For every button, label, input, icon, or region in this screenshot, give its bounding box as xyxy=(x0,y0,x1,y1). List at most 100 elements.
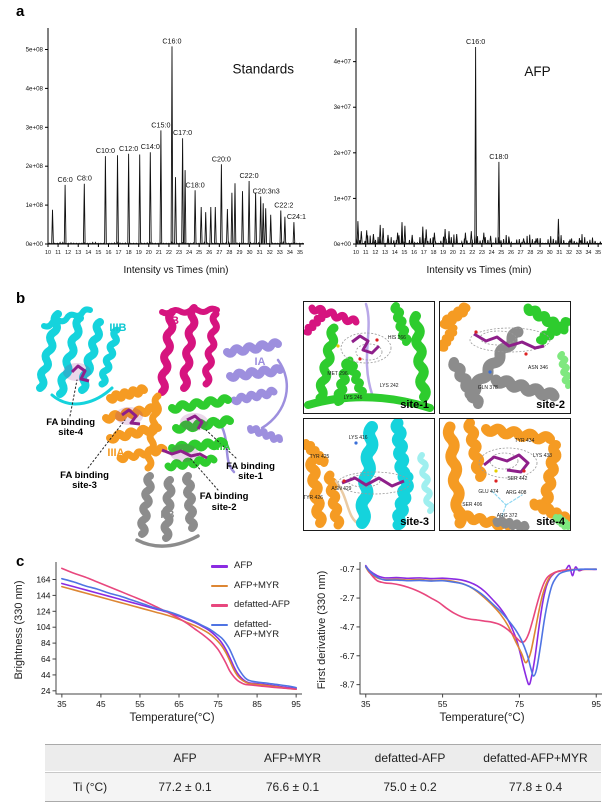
fa-binding-label-site-4: FA binding site-4 xyxy=(46,416,96,439)
svg-text:32: 32 xyxy=(566,250,572,256)
electron-density-mesh xyxy=(355,343,383,361)
svg-text:C10:0: C10:0 xyxy=(96,146,115,155)
svg-text:C20:0: C20:0 xyxy=(212,154,231,163)
svg-text:33: 33 xyxy=(576,250,582,256)
svg-text:35: 35 xyxy=(297,250,303,256)
fatty-acid-ligand xyxy=(186,414,204,430)
svg-text:C20:3n3: C20:3n3 xyxy=(253,187,280,196)
tick-labels: 0e+00 1e+08 2e+08 3e+08 4e+08 5e+08 10 11 12 13 14… xyxy=(26,47,303,256)
residue-label: HIS 266 xyxy=(387,335,406,342)
svg-text:5e+08: 5e+08 xyxy=(26,47,44,54)
residue-label: ARG 372 xyxy=(496,513,518,520)
svg-text:31: 31 xyxy=(556,250,562,256)
svg-text:3e+07: 3e+07 xyxy=(334,104,352,111)
svg-text:45: 45 xyxy=(96,699,106,709)
brightness-y-axis-label: Brightness (330 nm) xyxy=(13,580,25,680)
svg-text:15: 15 xyxy=(95,250,101,256)
svg-text:-2.7: -2.7 xyxy=(340,593,355,603)
residue-label: LYS 242 xyxy=(379,382,399,389)
legend-item: defatted-AFP+MYR xyxy=(211,619,311,641)
svg-text:34: 34 xyxy=(287,250,293,256)
svg-text:14: 14 xyxy=(85,250,91,256)
table-header-afp-myr: AFP+MYR xyxy=(263,751,321,765)
series-AFP+MYR xyxy=(61,585,297,691)
fa-binding-label-site-3: FA binding site-3 xyxy=(60,469,109,492)
svg-text:33: 33 xyxy=(277,250,283,256)
electron-density-mesh xyxy=(340,332,392,364)
svg-text:24: 24 xyxy=(41,686,51,696)
svg-text:4e+08: 4e+08 xyxy=(26,85,44,92)
svg-text:C18:0: C18:0 xyxy=(489,152,508,161)
legend: AFP AFP+MYR defatted-AFP defatted-AFP+MY… xyxy=(211,560,311,650)
derivative-chart: -0.7 -2.7 -4.7 -6.7 -8.7 35 55 75 95 xyxy=(340,562,602,709)
residue-label: LYS 416 xyxy=(348,434,368,441)
svg-text:Intensity vs Times (min): Intensity vs Times (min) xyxy=(123,265,228,276)
svg-text:55: 55 xyxy=(135,699,145,709)
series-defatted-AFP xyxy=(364,565,598,644)
site-2-caption: site-2 xyxy=(536,399,565,411)
svg-text:C12:0: C12:0 xyxy=(119,144,138,153)
series-AFP xyxy=(364,564,598,686)
domain-label-iib: IIB xyxy=(160,509,175,522)
table-header-afp: AFP xyxy=(173,751,197,765)
svg-text:44: 44 xyxy=(41,670,51,680)
svg-text:95: 95 xyxy=(291,699,301,709)
svg-text:13: 13 xyxy=(75,250,81,256)
tick-labels: 24 44 64 84 104 124 144 164 35 45 55 65 75 85 95 xyxy=(36,574,301,709)
svg-text:95: 95 xyxy=(592,699,602,709)
domain-label-iiib: IIIB xyxy=(109,321,127,334)
svg-text:-4.7: -4.7 xyxy=(340,622,355,632)
svg-text:10: 10 xyxy=(45,250,51,256)
svg-text:26: 26 xyxy=(206,250,212,256)
domain-label-iiia: IIIA xyxy=(107,447,125,460)
svg-text:C16:0: C16:0 xyxy=(162,36,181,45)
svg-text:1e+08: 1e+08 xyxy=(26,202,44,209)
table-data-row: Ti (°C) 77.2 ± 0.1 76.6 ± 0.1 75.0 ± 0.2… xyxy=(45,773,601,802)
brightness-x-axis-label: Temperature(°C) xyxy=(129,712,215,724)
fatty-acid-ligand xyxy=(483,453,530,474)
ti-value-afp: 77.2 ± 0.1 xyxy=(158,780,212,794)
svg-text:28: 28 xyxy=(226,250,232,256)
svg-text:24: 24 xyxy=(186,250,192,256)
residue-label: LYS 438 xyxy=(533,452,552,459)
brightness-chart: 24 44 64 84 104 124 144 164 35 45 55 65 75 85 95 xyxy=(36,562,302,709)
residue-label: TYR 426 xyxy=(303,495,323,502)
svg-text:75: 75 xyxy=(515,699,525,709)
chromatogram-trace xyxy=(48,46,304,245)
site-1-drawing xyxy=(304,302,434,412)
residue-label: ASN 346 xyxy=(528,365,549,371)
residue-label: GLN 378 xyxy=(477,384,498,391)
svg-text:23: 23 xyxy=(479,250,485,256)
svg-text:0e+00: 0e+00 xyxy=(334,241,352,248)
svg-text:30: 30 xyxy=(547,250,553,256)
axes xyxy=(52,562,302,698)
series-lines xyxy=(364,564,598,686)
site-2-drawing xyxy=(440,302,570,409)
svg-text:29: 29 xyxy=(537,250,543,256)
svg-text:18: 18 xyxy=(126,250,132,256)
svg-text:21: 21 xyxy=(156,250,162,256)
svg-text:22: 22 xyxy=(166,250,172,256)
svg-text:31: 31 xyxy=(257,250,263,256)
residue-label: TYR 425 xyxy=(309,453,330,460)
svg-text:C15:0: C15:0 xyxy=(151,120,170,129)
site-4-panel: site-4 TYR 434 LYS 438 SER 442 GLU 474 ARG 4… xyxy=(439,418,571,531)
fatty-acid-ligand xyxy=(473,332,545,350)
domain-label-ib: IB xyxy=(168,314,179,327)
tick-labels: 0e+00 1e+07 2e+07 3e+07 4e+07 10 11 12 13 14 15 16 1… xyxy=(334,59,602,256)
residue-label: TYR 434 xyxy=(514,438,535,444)
svg-text:84: 84 xyxy=(41,638,51,648)
ti-value-defatted-afp: 75.0 ± 0.2 xyxy=(383,780,437,794)
site-4-drawing xyxy=(442,419,570,530)
panel-c-label: c xyxy=(16,553,25,570)
electron-density-mesh xyxy=(489,452,519,470)
axes xyxy=(353,28,602,247)
svg-text:13: 13 xyxy=(382,250,388,256)
svg-text:1e+07: 1e+07 xyxy=(334,195,352,202)
svg-text:75: 75 xyxy=(213,699,223,709)
svg-text:27: 27 xyxy=(216,250,222,256)
svg-text:Intensity vs Times (min): Intensity vs Times (min) xyxy=(426,265,531,276)
svg-text:2e+08: 2e+08 xyxy=(26,163,44,170)
svg-text:19: 19 xyxy=(136,250,142,256)
legend-swatch-defatted-afp-myr xyxy=(211,623,228,627)
